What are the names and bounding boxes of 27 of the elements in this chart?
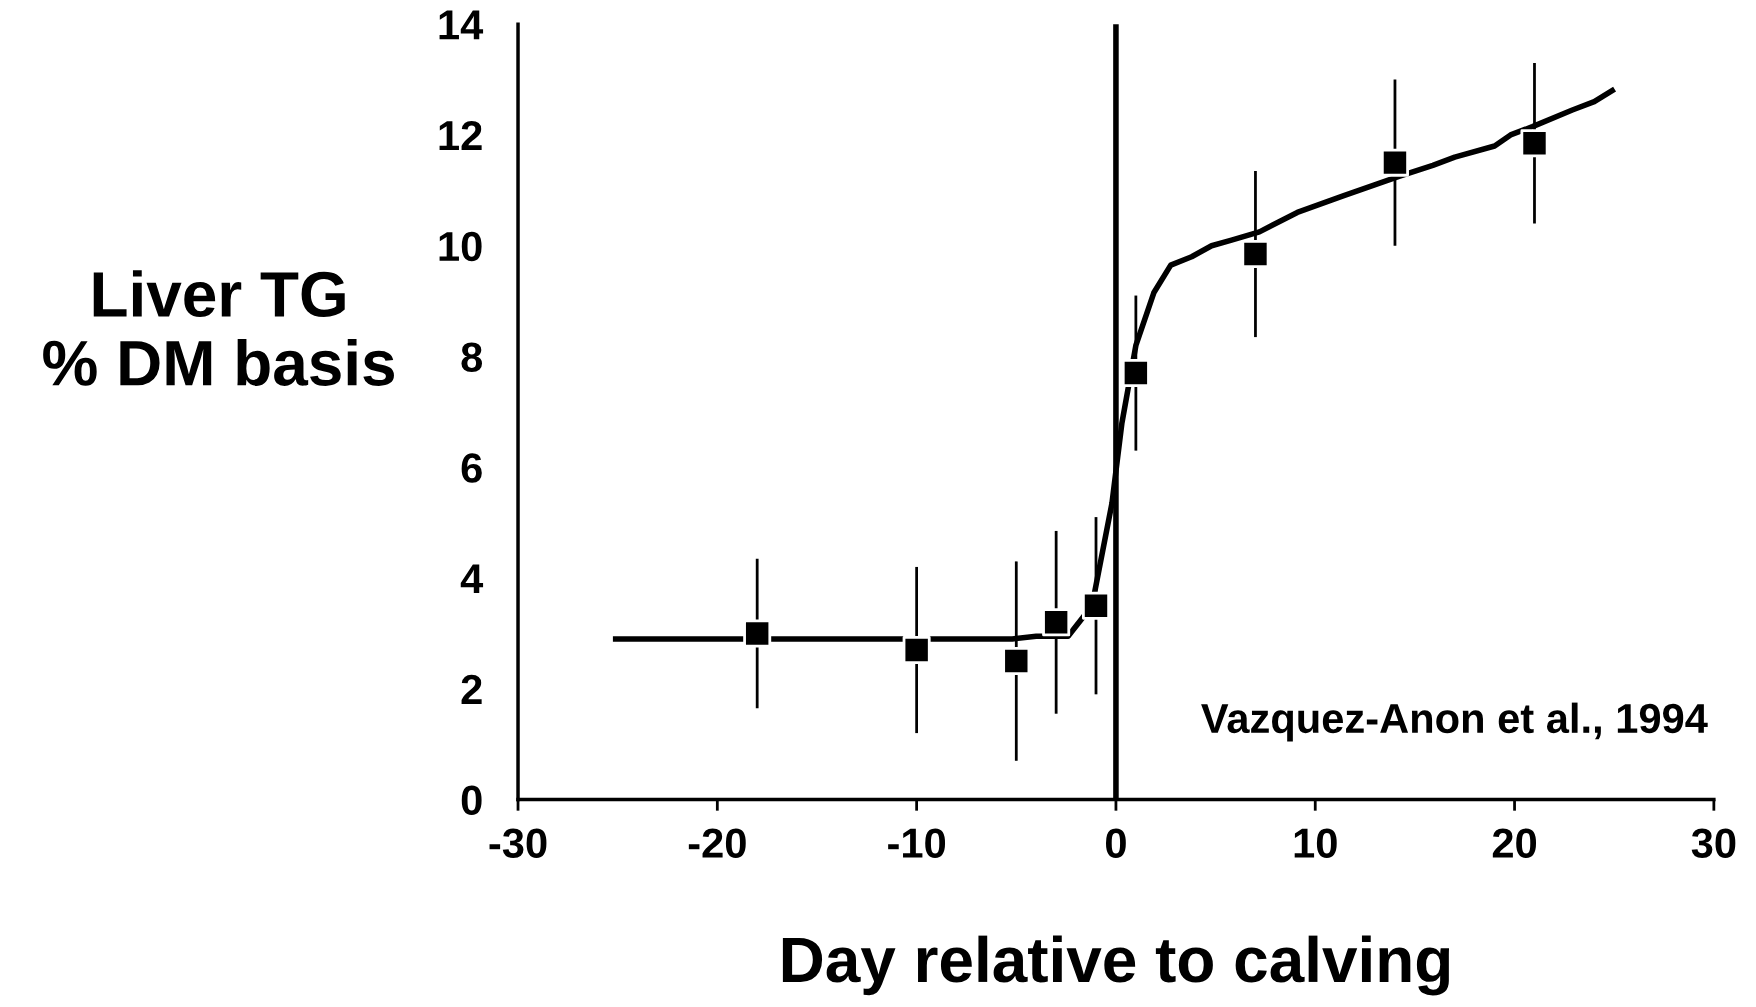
point xyxy=(902,636,931,665)
annotation: Vazquez-Anon et al., 1994 xyxy=(1201,702,1708,742)
y-axis-title: Liver TG % DM basis xyxy=(43,270,394,386)
point xyxy=(1002,647,1031,676)
point xyxy=(1121,359,1150,388)
y-tick-label: 14 xyxy=(439,10,484,40)
y-tick-label: 0 xyxy=(461,785,482,816)
x-tick-label: 10 xyxy=(1294,828,1337,858)
y-tick-label: 2 xyxy=(461,674,482,704)
point xyxy=(743,619,772,648)
x-tick-label: 0 xyxy=(1106,828,1126,858)
x-tick-label: 30 xyxy=(1691,828,1736,858)
point xyxy=(1042,608,1071,637)
x-tick-label: -10 xyxy=(888,828,946,858)
x-tick-label: -20 xyxy=(688,828,746,858)
x-axis-title: Day relative to calving xyxy=(782,935,1450,996)
y-tick-label: 6 xyxy=(461,453,482,483)
y-tick-label: 4 xyxy=(460,564,484,594)
point xyxy=(1241,240,1270,269)
y-tick-label: 8 xyxy=(461,342,483,372)
point xyxy=(1380,148,1409,177)
x-tick-label: 20 xyxy=(1492,828,1537,858)
point xyxy=(1082,591,1111,620)
point xyxy=(1520,129,1549,158)
y-tick-label: 10 xyxy=(439,231,482,262)
y-tick-label: 12 xyxy=(439,120,482,151)
x-tick-label: -30 xyxy=(489,828,547,858)
